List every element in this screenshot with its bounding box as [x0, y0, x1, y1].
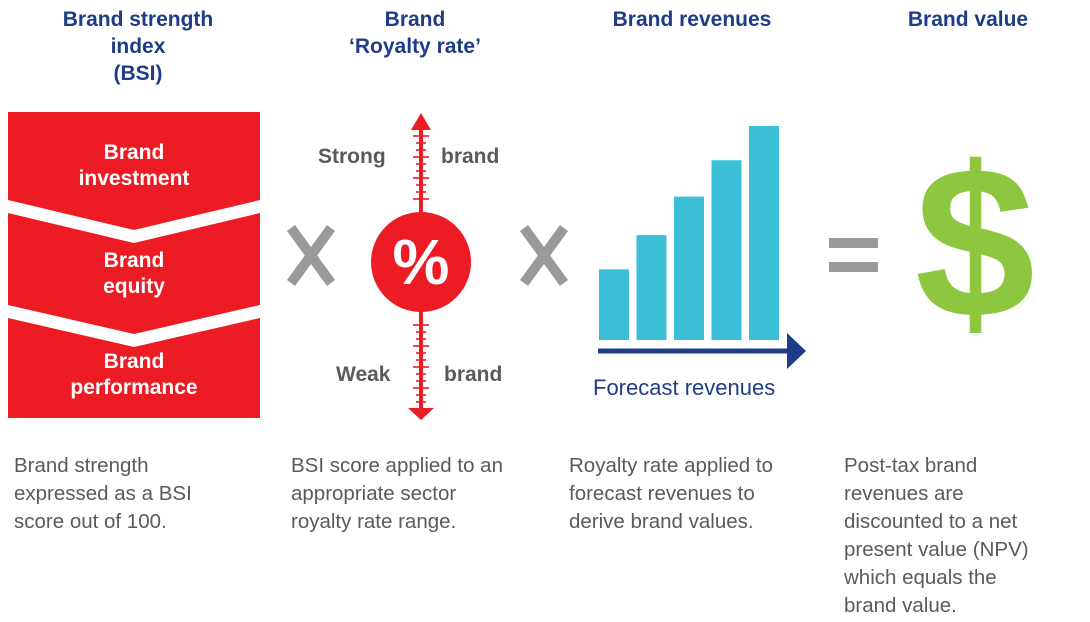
percent-symbol: % [392, 226, 450, 298]
heading-royalty-line: ‘Royalty rate’ [349, 35, 481, 58]
arrow-up-icon [411, 113, 431, 130]
description-line: discounted to a net [844, 510, 1018, 533]
heading-brand-revenues: Brand revenues [572, 6, 812, 33]
revenue-bar [636, 235, 667, 340]
description-line: which equals the [844, 566, 997, 589]
scale-strong-label: Strong [318, 145, 386, 168]
description-line: revenues are [844, 482, 964, 505]
revenue-bars [599, 126, 779, 340]
description-line: derive brand values. [569, 510, 754, 533]
heading-bsi-line: index [110, 35, 166, 58]
heading-royalty-line: Brand [384, 8, 446, 31]
multiply-operator [286, 225, 336, 286]
revenue-bar [674, 196, 704, 340]
description-line: present value (NPV) [844, 538, 1029, 561]
revenue-bar [599, 269, 629, 340]
bsi-label-investment: Brand investment [8, 140, 260, 192]
scale-strong-brand-label: brand [441, 145, 500, 168]
description-line: Brand strength [14, 454, 149, 477]
royalty-scale [371, 113, 471, 420]
bsi-block-equity [8, 213, 260, 334]
description-line: appropriate sector [291, 482, 457, 505]
bsi-label-equity: Brand equity [8, 248, 260, 300]
bsi-label-line: performance [70, 376, 198, 399]
heading-revenues-line: Brand revenues [612, 8, 772, 31]
heading-bsi: Brand strength index (BSI) [18, 6, 258, 87]
description-royalty: BSI score applied to an appropriate sect… [291, 452, 503, 536]
arrow-down-icon [408, 408, 434, 420]
heading-value-line: Brand value [907, 8, 1029, 31]
description-line: brand value. [844, 594, 957, 617]
description-line: Royalty rate applied to [569, 454, 773, 477]
description-line: expressed as a BSI [14, 482, 192, 505]
heading-royalty-rate: Brand ‘Royalty rate’ [295, 6, 535, 60]
forecast-revenues-label: Forecast revenues [593, 375, 776, 400]
percent-circle [371, 212, 471, 312]
description-bsi: Brand strength expressed as a BSI score … [14, 452, 192, 536]
bsi-block-investment [8, 112, 260, 230]
description-line: royalty rate range. [291, 510, 457, 533]
bsi-label-performance: Brand performance [8, 349, 260, 401]
multiply-operator [519, 225, 569, 286]
forecast-arrow [598, 333, 806, 369]
dollar-icon: $ [914, 121, 1036, 363]
bsi-label-line: equity [103, 275, 165, 298]
scale-weak-brand-label: brand [444, 363, 503, 386]
bsi-label-line: Brand [103, 141, 165, 164]
heading-bsi-line: (BSI) [113, 62, 163, 85]
bsi-label-line: Brand [103, 249, 165, 272]
bsi-label-line: investment [78, 167, 190, 190]
revenue-bar [749, 126, 779, 340]
description-value: Post-tax brand revenues are discounted t… [844, 452, 1029, 620]
scale-weak-label: Weak [336, 363, 391, 386]
description-revenues: Royalty rate applied to forecast revenue… [569, 452, 773, 536]
bsi-block-performance [8, 318, 260, 418]
description-line: BSI score applied to an [291, 454, 503, 477]
arrow-right-icon [787, 333, 806, 369]
description-line: Post-tax brand [844, 454, 978, 477]
equals-operator [829, 238, 878, 272]
revenue-bar [711, 160, 742, 340]
description-line: forecast revenues to [569, 482, 755, 505]
bsi-label-line: Brand [103, 350, 165, 373]
description-line: score out of 100. [14, 510, 167, 533]
heading-brand-value: Brand value [848, 6, 1088, 33]
heading-bsi-line: Brand strength [62, 8, 214, 31]
